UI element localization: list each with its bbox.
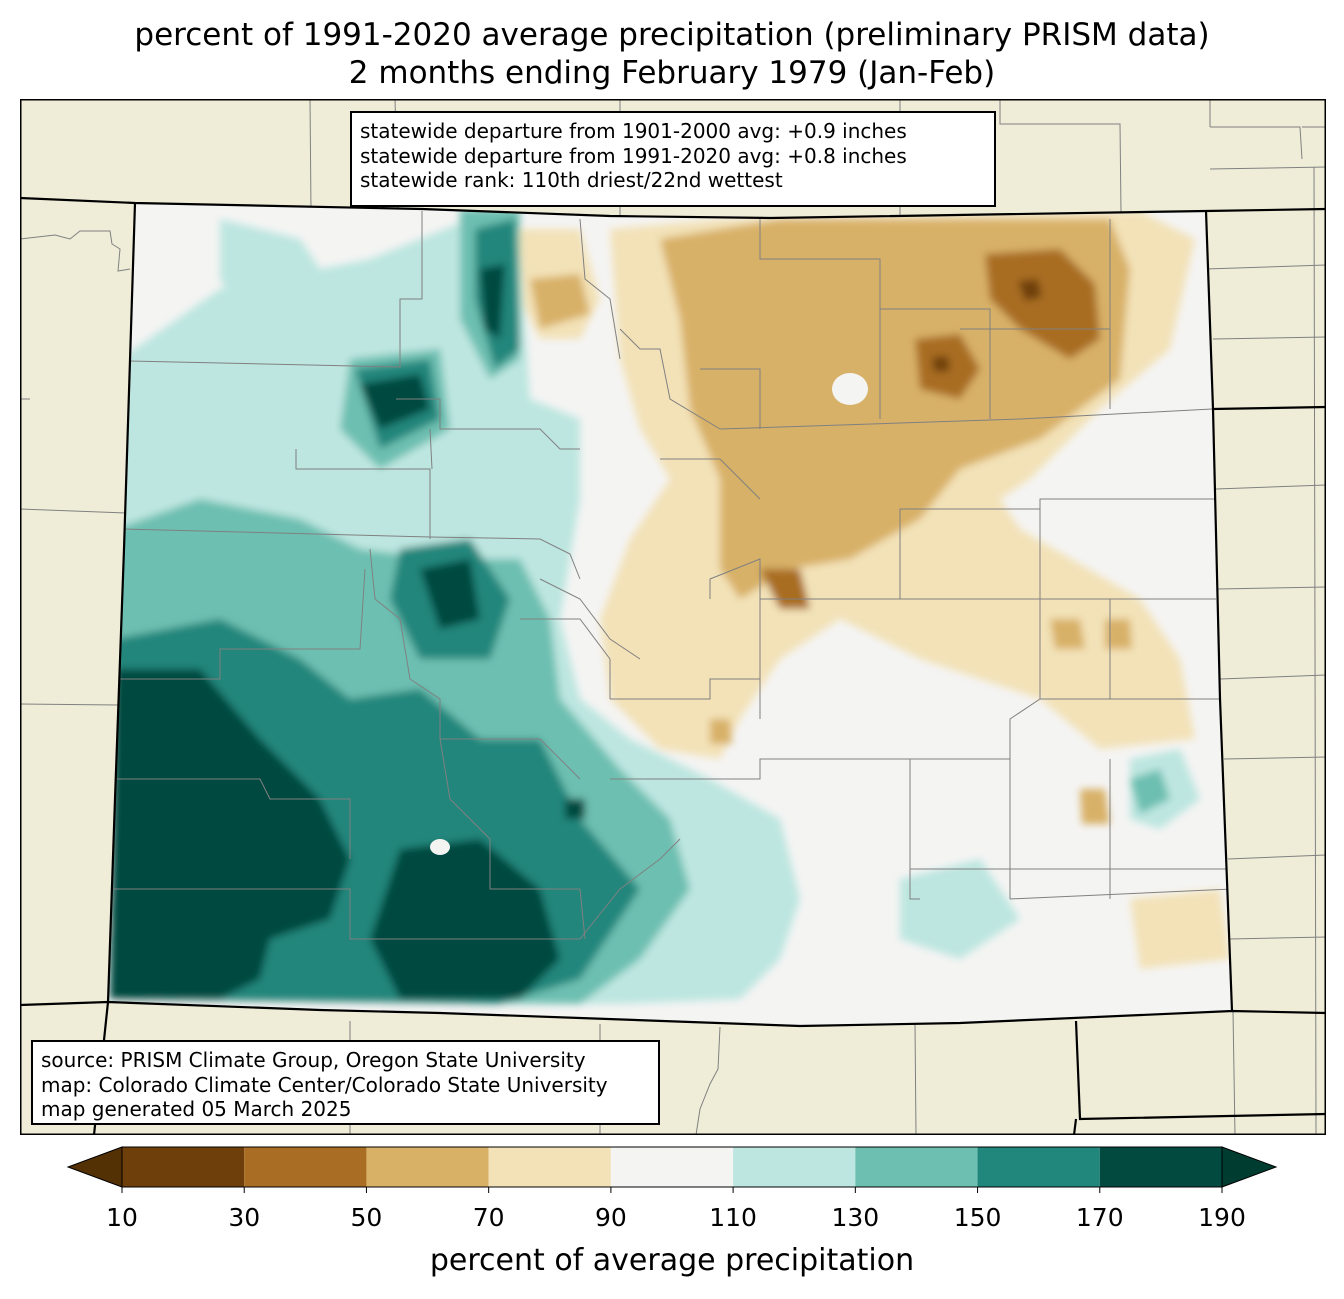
precipitation-map [20, 99, 1326, 1135]
colorbar-bin-70-90 [488, 1147, 611, 1187]
colorbar-tick-label: 150 [953, 1203, 1002, 1232]
colorbar-label: percent of average precipitation [429, 1243, 915, 1278]
colorbar-tick-label: 30 [228, 1203, 261, 1232]
map-subtitle: 2 months ending February 1979 (Jan-Feb) [348, 55, 996, 91]
colorbar-bin-30-50 [244, 1147, 367, 1187]
map-credit-line: map: Colorado Climate Center/Colorado St… [41, 1072, 608, 1097]
colorbar-tick-label: 50 [350, 1203, 383, 1232]
colorbar-over-arrow [1221, 1146, 1278, 1188]
colorbar-bin-130-150 [855, 1147, 978, 1187]
colorbar-bin-150-170 [977, 1147, 1100, 1187]
colorbar-bin-110-130 [733, 1147, 856, 1187]
colorbar-under-arrow [66, 1146, 123, 1188]
colorbar-bin-90-110 [610, 1147, 734, 1187]
colorbar-bin-50-70 [366, 1147, 489, 1187]
colorbar-tick-label: 10 [106, 1203, 138, 1232]
source-credit-box: source: PRISM Climate Group, Oregon Stat… [31, 1040, 660, 1125]
source-line: source: PRISM Climate Group, Oregon Stat… [41, 1048, 586, 1072]
colorbar-frame [121, 1146, 1223, 1188]
departure-1991-2020: statewide departure from 1991-2020 avg: … [360, 143, 907, 168]
colorbar-tick-label: 170 [1075, 1203, 1124, 1232]
neighbor-county-lines [20, 99, 1326, 1135]
statewide-rank: statewide rank: 110th driest/22nd wettes… [360, 168, 783, 192]
colorbar [66, 1146, 1278, 1193]
colorbar-tick-label: 70 [472, 1203, 505, 1232]
departure-1901-2000: statewide departure from 1901-2000 avg: … [360, 119, 907, 143]
map-title: percent of 1991-2020 average precipitati… [134, 17, 1210, 53]
precipitation-field [108, 203, 1232, 1026]
map-frame [20, 99, 1326, 1135]
generated-date-line: map generated 05 March 2025 [41, 1097, 352, 1121]
statewide-stats-box: statewide departure from 1901-2000 avg: … [350, 111, 996, 207]
colorbar-tick-label: 130 [831, 1203, 880, 1232]
colorbar-tick-label: 90 [594, 1203, 627, 1232]
county-lines [110, 211, 1232, 940]
colorbar-tick-label: 110 [709, 1203, 757, 1232]
colorbar-bin-170-190 [1099, 1147, 1222, 1187]
colorbar-bin-10-30 [122, 1147, 245, 1187]
colorbar-tick-label: 190 [1198, 1203, 1246, 1232]
